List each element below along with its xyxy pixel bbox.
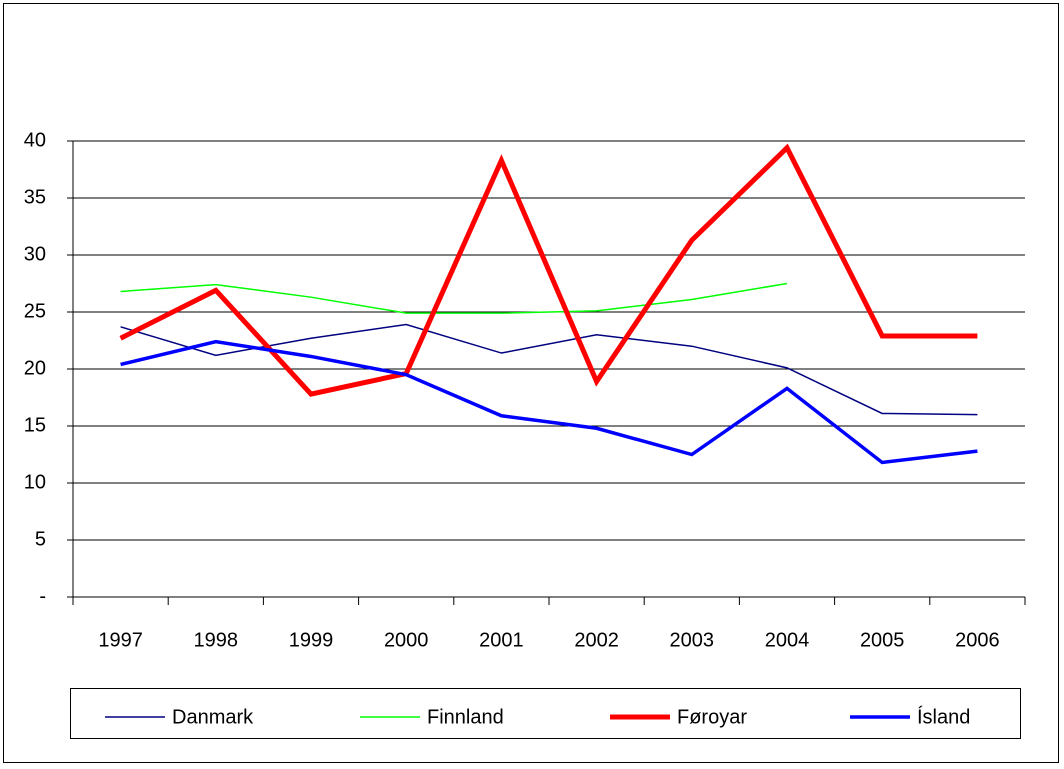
x-tick-label: 2006 [955, 629, 1000, 651]
legend-box [70, 688, 1021, 739]
x-tick-label: 2001 [479, 629, 524, 651]
y-tick-label: 30 [24, 243, 46, 265]
x-tick-label: 2002 [574, 629, 619, 651]
legend-label: Danmark [172, 706, 254, 728]
series-line [120, 282, 788, 314]
series-line [119, 143, 978, 397]
x-tick-label: 1998 [194, 629, 239, 651]
y-tick-label: 35 [24, 186, 46, 208]
series-line [120, 339, 978, 465]
chart-border [3, 3, 1059, 763]
y-tick-label: 5 [35, 528, 46, 550]
x-tick-label: 1999 [289, 629, 334, 651]
legend-label: Finnland [427, 706, 504, 728]
x-tick-label: 2003 [670, 629, 715, 651]
y-tick-label: 20 [24, 357, 46, 379]
y-tick-label: - [39, 585, 46, 607]
y-tick-label: 15 [24, 414, 46, 436]
legend-label: Føroyar [677, 706, 747, 728]
x-tick-label: 2004 [765, 629, 810, 651]
legend-label: Ísland [917, 705, 970, 728]
y-tick-label: 25 [24, 300, 46, 322]
y-tick-label: 10 [24, 471, 46, 493]
series-line [120, 323, 978, 416]
x-tick-label: 2000 [384, 629, 429, 651]
x-tick-label: 1997 [98, 629, 143, 651]
x-tick-label: 2005 [860, 629, 905, 651]
y-tick-label: 40 [24, 129, 46, 151]
